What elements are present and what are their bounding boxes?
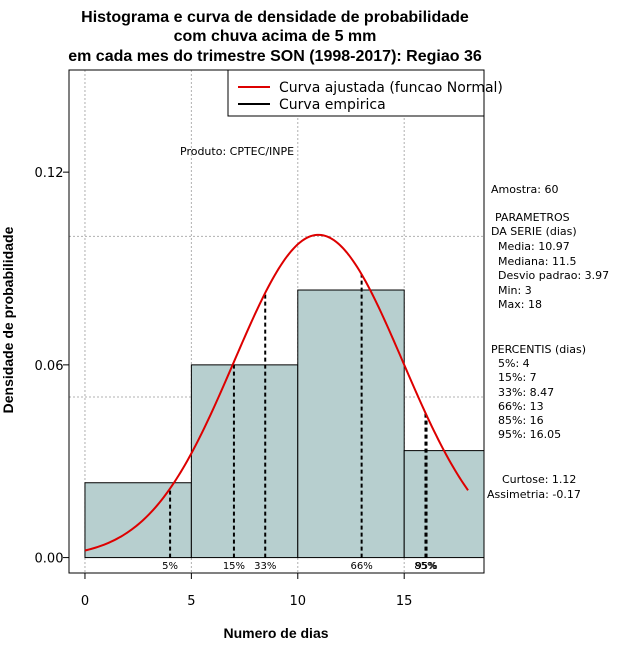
histogram-bars — [84, 289, 485, 559]
x-tick-label-2: 10 — [290, 594, 307, 609]
y-tick-label-1: 0.06 — [35, 359, 64, 374]
percentile-label-0: 5% — [162, 561, 178, 572]
param-desvio: Desvio padrao: 3.97 — [498, 269, 609, 282]
chart-title-line-1: Histograma e curva de densidade de proba… — [81, 9, 469, 26]
param-media: Media: 10.97 — [498, 240, 570, 253]
legend: Curva ajustada (funcao Normal) Curva emp… — [227, 69, 503, 117]
param-max: Max: 18 — [498, 298, 542, 311]
legend-label-fitted: Curva ajustada (funcao Normal) — [279, 80, 503, 96]
product-annotation: Produto: CPTEC/INPE — [180, 145, 294, 158]
axis-ticks: 0 5 10 15 0.00 0.06 0.12 — [35, 166, 413, 609]
percentile-label-3: 66% — [351, 561, 373, 572]
percentile-label-1: 15% — [223, 561, 245, 572]
percentil-15: 15%: 7 — [498, 371, 537, 384]
percentil-95: 95%: 16.05 — [498, 428, 561, 441]
y-axis-label: Densidade de probabilidade — [0, 226, 16, 413]
curtose: Curtose: 1.12 — [502, 473, 576, 486]
x-tick-label-0: 0 — [81, 594, 89, 609]
param-min: Min: 3 — [498, 284, 532, 297]
percentile-lines: 5% 15% 33% 66% 85%95% — [162, 274, 438, 572]
percentil-66: 66%: 13 — [498, 400, 544, 413]
x-tick-label-1: 5 — [187, 594, 195, 609]
percentil-85: 85%: 16 — [498, 414, 544, 427]
params-title-2: DA SERIE (dias) — [491, 225, 577, 238]
statistics-panel: Amostra: 60 PARAMETROS DA SERIE (dias) M… — [487, 183, 609, 501]
fitted-curve — [84, 233, 469, 552]
params-title-1: PARAMETROS — [495, 211, 570, 224]
percentil-5: 5%: 4 — [498, 357, 530, 370]
chart-title-line-3: em cada mes do trimestre SON (1998-2017)… — [68, 48, 482, 65]
x-tick-label-3: 15 — [396, 594, 413, 609]
percentile-label-4: 85% — [414, 561, 436, 572]
legend-box — [227, 69, 485, 117]
fitted-normal-curve — [84, 233, 469, 552]
percentis-title: PERCENTIS (dias) — [491, 343, 586, 356]
legend-label-empirical: Curva empirica — [279, 97, 386, 113]
chart-title-line-2: com chuva acima de 5 mm — [174, 28, 377, 45]
sample-size: Amostra: 60 — [491, 183, 558, 196]
percentile-label-5: 95% — [415, 561, 437, 572]
y-tick-label-2: 0.12 — [35, 166, 64, 181]
percentile-label-2: 33% — [254, 561, 276, 572]
param-mediana: Mediana: 11.5 — [498, 255, 576, 268]
y-tick-label-0: 0.00 — [35, 552, 64, 567]
histogram-bar — [190, 364, 299, 559]
x-axis-label: Numero de dias — [223, 625, 328, 641]
histogram-bar — [297, 289, 405, 559]
grid-lines — [69, 70, 484, 573]
histogram-bar — [403, 450, 485, 559]
percentil-33: 33%: 8.47 — [498, 386, 554, 399]
assimetria: Assimetria: -0.17 — [487, 488, 581, 501]
